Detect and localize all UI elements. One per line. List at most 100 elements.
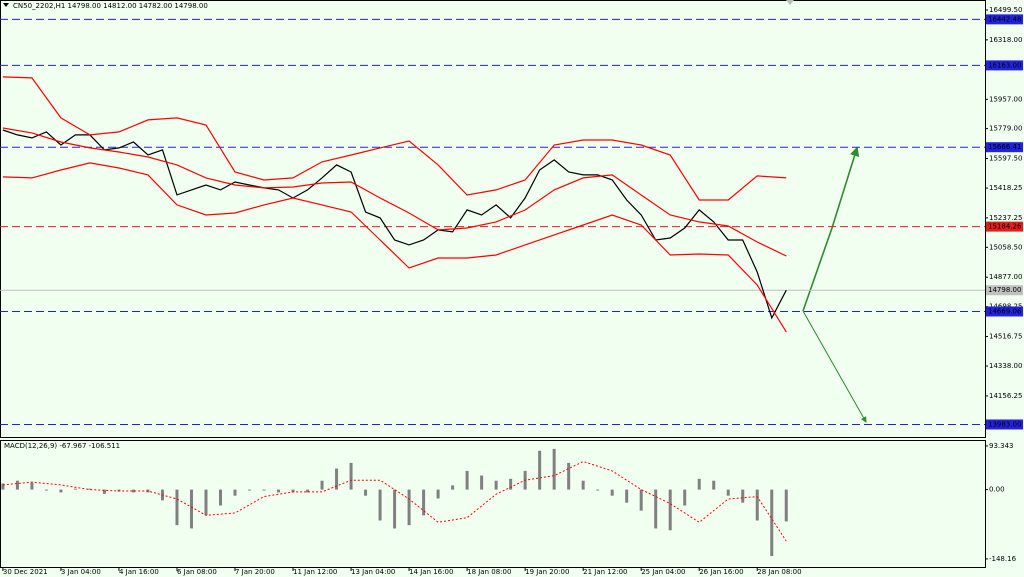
histogram-bar <box>277 489 281 493</box>
histogram-bar <box>625 489 629 503</box>
level-label-box <box>986 142 1023 153</box>
menu-triangle[interactable] <box>3 3 9 7</box>
level-label-box <box>986 14 1023 25</box>
level-label: 14798.00 <box>988 286 1021 294</box>
y-tick-label: 15418.25 <box>989 184 1022 192</box>
histogram-bar <box>639 489 643 511</box>
series-line <box>2 127 787 257</box>
y-tick-label: 93.343 <box>989 442 1014 450</box>
x-tick-label: 13 Jan 04:00 <box>351 568 395 576</box>
y-tick-label: 15779.00 <box>989 125 1022 133</box>
shift-marker <box>786 0 794 5</box>
histogram-bar <box>175 489 179 526</box>
x-tick-label: 19 Jan 20:00 <box>525 568 569 576</box>
histogram-bar <box>509 478 513 490</box>
histogram-bar <box>335 468 339 490</box>
histogram-bar <box>407 489 411 526</box>
histogram-bar <box>610 489 614 496</box>
macd-panel-border <box>0 440 986 568</box>
histogram-bar <box>349 462 353 490</box>
histogram-bar <box>189 489 193 529</box>
level-label-box <box>986 285 1023 296</box>
y-tick-label: 16499.50 <box>989 6 1022 14</box>
histogram-bar <box>233 489 237 496</box>
x-tick-label: 4 Jan 16:00 <box>119 568 159 576</box>
histogram-bar <box>30 482 34 490</box>
histogram-bar <box>451 485 455 490</box>
histogram-bar <box>248 489 252 491</box>
histogram-bar <box>581 480 585 490</box>
x-tick-label: 28 Jan 08:00 <box>757 568 801 576</box>
histogram-bar <box>538 450 542 490</box>
y-tick-label: 14338.00 <box>989 362 1022 370</box>
histogram-bar <box>44 489 48 491</box>
chart-title: CN50_2202,H1 14798.00 14812.00 14782.00 … <box>13 2 208 10</box>
y-tick-label: 16318.00 <box>989 36 1022 44</box>
histogram-bar <box>320 480 324 490</box>
histogram-bar <box>726 489 730 496</box>
down-arrow <box>802 310 867 423</box>
level-label: 15666.41 <box>988 143 1021 151</box>
level-label: 14669.06 <box>988 307 1022 315</box>
x-tick-label: 25 Jan 04:00 <box>641 568 685 576</box>
histogram-bar <box>741 489 745 503</box>
level-label-box <box>986 419 1023 430</box>
histogram-bar <box>131 489 135 493</box>
main-panel-border <box>0 0 986 438</box>
x-tick-label: 18 Jan 08:00 <box>467 568 511 576</box>
histogram-bar <box>683 489 687 506</box>
histogram-bar <box>393 489 397 529</box>
histogram-bar <box>378 489 382 521</box>
histogram-bar <box>88 488 92 490</box>
level-label-box <box>986 60 1023 71</box>
histogram-bar <box>436 489 440 499</box>
histogram-bar <box>15 480 19 490</box>
y-tick-label: 15597.50 <box>989 155 1022 163</box>
histogram-bar <box>668 489 672 531</box>
histogram-bar <box>755 489 759 521</box>
y-tick-label: 15957.00 <box>989 95 1022 103</box>
histogram-bar <box>306 489 310 493</box>
x-tick-label: 21 Jan 12:00 <box>583 568 627 576</box>
x-tick-label: 3 Jan 04:00 <box>61 568 101 576</box>
histogram-bar <box>596 489 600 491</box>
y-tick-label: 14156.25 <box>989 392 1022 400</box>
level-label-box <box>986 306 1023 317</box>
y-tick-label: 14516.75 <box>989 333 1022 341</box>
y-tick-label: 15237.25 <box>989 214 1022 222</box>
x-tick-label: 14 Jan 16:00 <box>409 568 453 576</box>
level-label: 16442.48 <box>988 15 1021 23</box>
series-line <box>2 76 787 201</box>
histogram-bar <box>465 470 469 490</box>
y-tick-label: -148.16 <box>989 555 1017 563</box>
y-tick-label: 14877.00 <box>989 273 1022 281</box>
x-tick-label: 26 Jan 16:00 <box>699 568 743 576</box>
histogram-bar <box>291 489 295 493</box>
y-tick-label: 15058.50 <box>989 243 1022 251</box>
histogram-bar <box>262 489 266 491</box>
macd-title: MACD(12,26,9) -67.967 -106.511 <box>4 442 120 450</box>
histogram-bar <box>219 489 223 506</box>
histogram-bar <box>784 489 788 522</box>
histogram-bar <box>552 448 556 490</box>
histogram-bar <box>770 489 774 557</box>
histogram-bar <box>364 489 368 496</box>
histogram-bar <box>1 483 5 490</box>
level-label: 15184.26 <box>988 223 1022 231</box>
histogram-bar <box>494 480 498 490</box>
x-tick-label: 7 Jan 20:00 <box>235 568 275 576</box>
level-label: 16163.00 <box>988 61 1021 69</box>
histogram-bar <box>654 489 658 529</box>
histogram-bar <box>567 462 571 490</box>
histogram-bar <box>422 489 426 516</box>
histogram-bar <box>59 489 63 493</box>
histogram-bar <box>73 488 77 490</box>
histogram-bar <box>697 478 701 490</box>
histogram-bar <box>204 489 208 516</box>
histogram-bar <box>712 480 716 490</box>
x-tick-label: 30 Dec 2021 <box>3 568 48 576</box>
y-tick-label: 0.00 <box>989 486 1005 494</box>
histogram-bar <box>480 475 484 490</box>
